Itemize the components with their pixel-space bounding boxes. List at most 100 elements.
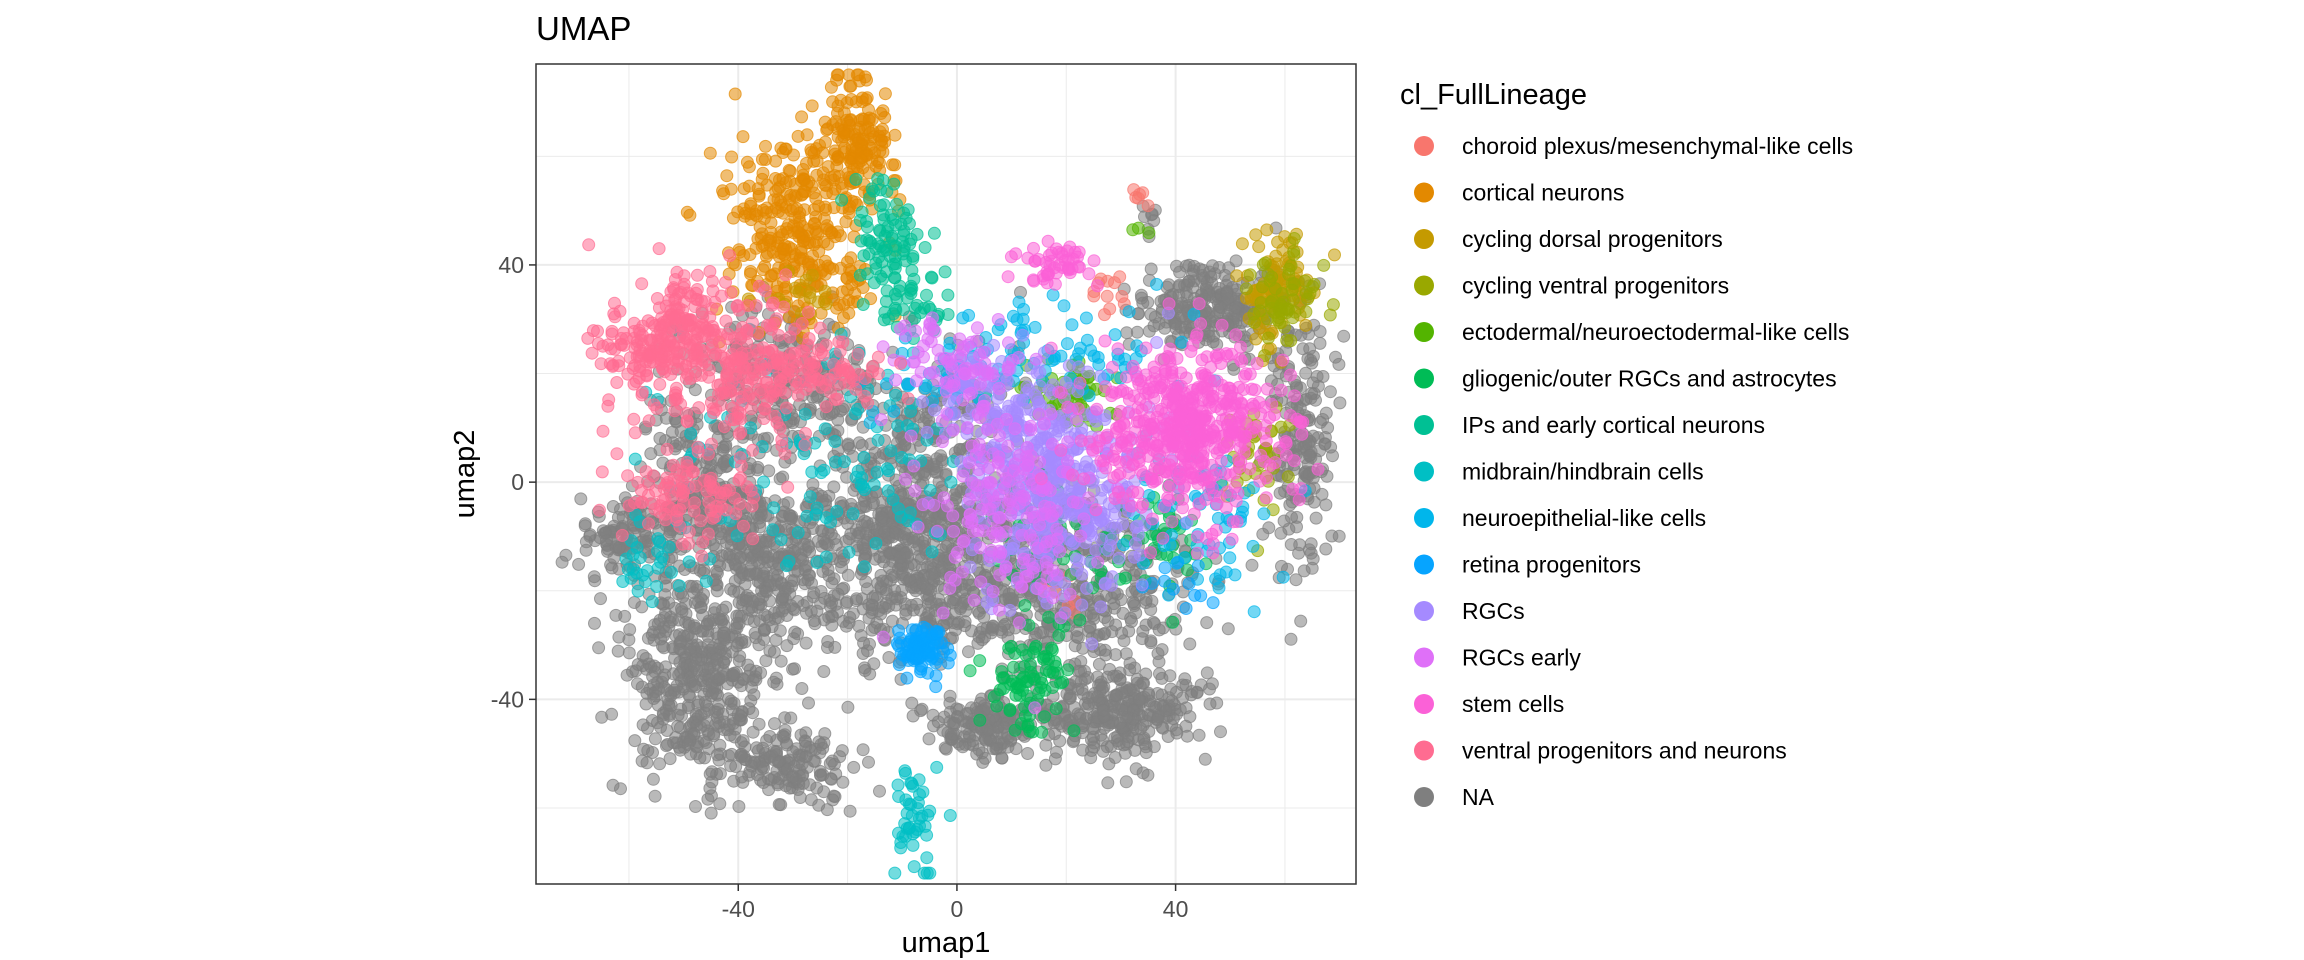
data-point	[633, 551, 647, 565]
data-point	[777, 730, 791, 744]
data-point	[1152, 623, 1166, 637]
data-point	[874, 607, 888, 621]
data-point	[904, 776, 918, 790]
data-point	[873, 451, 886, 465]
data-point	[1333, 396, 1347, 410]
data-point	[777, 242, 790, 256]
data-point	[878, 111, 892, 124]
data-point	[572, 557, 586, 571]
data-point	[740, 155, 754, 169]
data-point	[1007, 660, 1021, 674]
data-point	[1257, 507, 1271, 521]
data-point	[1065, 318, 1079, 332]
data-point	[888, 250, 902, 264]
data-point	[716, 629, 730, 643]
data-point	[772, 798, 786, 811]
data-point	[622, 646, 636, 660]
data-point	[958, 619, 972, 633]
data-point	[981, 723, 995, 737]
data-point	[1109, 689, 1123, 703]
data-point	[824, 80, 838, 94]
data-point	[698, 695, 712, 709]
data-point	[636, 718, 650, 732]
data-point	[1298, 274, 1312, 288]
data-point	[862, 755, 875, 769]
data-point	[1247, 307, 1261, 321]
data-point	[1305, 561, 1319, 575]
data-point	[699, 574, 713, 588]
data-point	[1274, 420, 1288, 434]
data-point	[1123, 663, 1137, 677]
data-point	[1183, 637, 1197, 651]
data-point	[1141, 768, 1155, 782]
data-point	[1230, 269, 1244, 283]
data-point	[764, 269, 778, 283]
data-point	[738, 635, 752, 649]
data-point	[802, 696, 815, 710]
data-point	[1121, 735, 1135, 748]
data-point	[820, 123, 834, 137]
data-point	[763, 750, 777, 764]
data-point	[924, 270, 938, 284]
data-point	[1061, 663, 1075, 677]
data-point	[930, 760, 944, 774]
data-point	[731, 205, 745, 219]
data-point	[869, 537, 883, 550]
data-point	[918, 468, 932, 482]
data-point	[1299, 305, 1313, 319]
data-point	[1138, 210, 1151, 224]
data-point	[904, 404, 917, 418]
data-point	[836, 775, 850, 789]
data-point	[962, 645, 975, 659]
data-point	[867, 496, 880, 510]
data-point	[635, 680, 649, 694]
data-point	[1027, 672, 1041, 686]
data-point	[660, 724, 674, 737]
data-point	[1272, 311, 1286, 325]
data-point	[876, 145, 890, 159]
data-point	[1284, 632, 1298, 646]
data-point	[871, 172, 885, 186]
data-point	[744, 267, 757, 281]
data-point	[963, 664, 977, 678]
data-point	[1287, 244, 1301, 258]
data-point	[882, 464, 895, 478]
data-point	[616, 575, 630, 588]
data-point	[651, 561, 665, 575]
data-point	[956, 740, 970, 754]
data-point	[640, 564, 654, 578]
data-point	[799, 735, 813, 749]
data-point	[1073, 613, 1087, 627]
data-point	[849, 172, 863, 186]
data-point	[1043, 665, 1057, 679]
data-point	[764, 225, 778, 239]
data-point	[857, 560, 871, 574]
data-point	[1228, 568, 1242, 582]
data-point	[910, 227, 924, 241]
data-point	[710, 584, 724, 598]
data-point	[628, 734, 642, 748]
data-point	[837, 311, 850, 325]
data-point	[1087, 721, 1101, 735]
data-point	[1073, 341, 1087, 355]
data-point	[725, 747, 739, 761]
data-point	[849, 145, 863, 159]
data-point	[814, 585, 828, 598]
data-point	[1261, 267, 1275, 281]
data-point	[886, 158, 899, 172]
data-point	[816, 146, 830, 160]
data-point	[746, 510, 760, 524]
data-point	[844, 251, 858, 265]
data-point	[846, 507, 860, 521]
data-point	[1299, 318, 1313, 332]
data-point	[1294, 614, 1308, 628]
data-point	[653, 613, 667, 627]
data-point	[1203, 697, 1217, 711]
data-point	[759, 533, 773, 547]
data-point	[898, 764, 912, 778]
data-point	[1328, 248, 1341, 262]
data-point	[1119, 647, 1133, 661]
data-point	[819, 297, 833, 311]
data-point	[1229, 254, 1243, 268]
